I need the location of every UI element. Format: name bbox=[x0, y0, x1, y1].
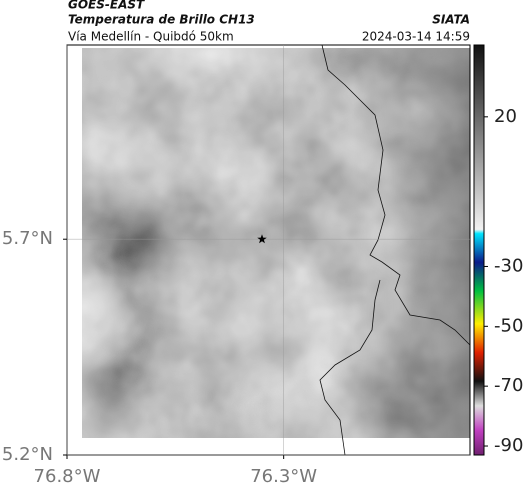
colorbar-tick-label: 20 bbox=[494, 106, 517, 127]
timestamp: 2024-03-14 14:59 bbox=[362, 30, 470, 44]
x-tick-label: 76.8°W bbox=[34, 466, 101, 487]
y-tick-label: 5.2°N bbox=[2, 444, 53, 465]
shading bbox=[82, 48, 470, 438]
x-tick-label: 76.3°W bbox=[250, 466, 317, 487]
title: GOES-EAST bbox=[68, 0, 145, 12]
border bbox=[319, 279, 381, 456]
subtitle: Temperatura de Brillo CH13 bbox=[68, 13, 255, 27]
colorbar bbox=[473, 44, 485, 456]
y-tick-label: 5.7°N bbox=[2, 228, 53, 249]
imagery bbox=[82, 44, 471, 456]
colorbar-tick-label: -30 bbox=[494, 255, 523, 276]
colorbar-tick-label: -70 bbox=[494, 375, 523, 396]
location-marker bbox=[257, 234, 267, 244]
border bbox=[321, 44, 471, 346]
source: SIATA bbox=[432, 13, 470, 27]
colorbar-tick-label: -50 bbox=[494, 315, 523, 336]
colorbar-tick-label: -90 bbox=[494, 435, 523, 456]
location: Vía Medellín - Quibdó 50km bbox=[68, 30, 234, 44]
